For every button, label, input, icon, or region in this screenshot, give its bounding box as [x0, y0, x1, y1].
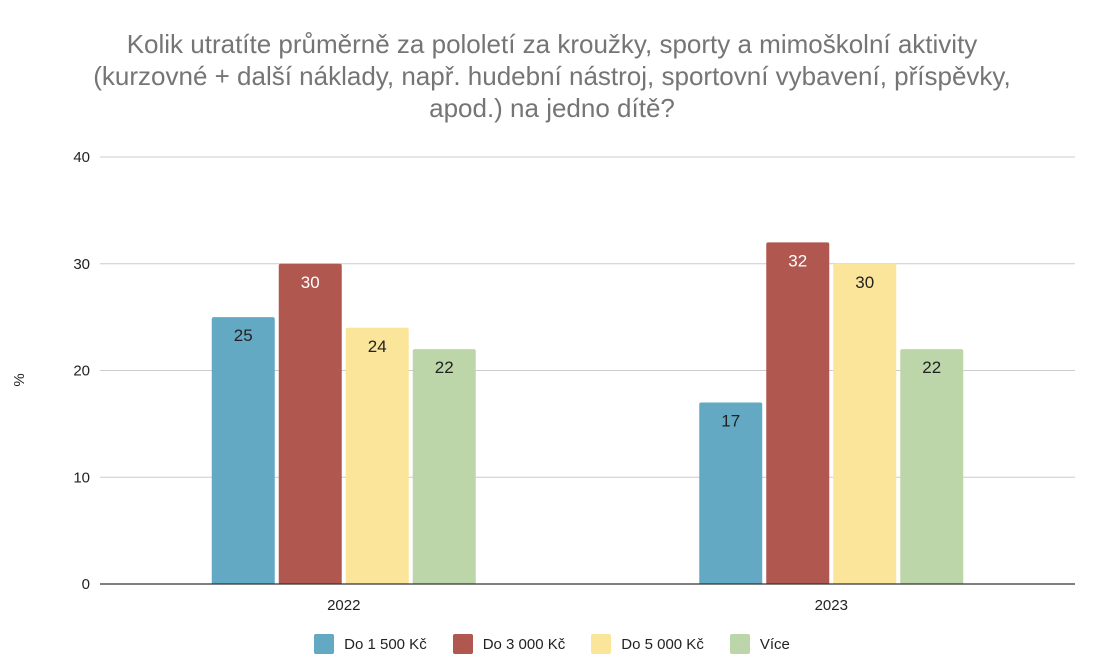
legend-item: Do 1 500 Kč	[314, 634, 427, 654]
data-label: 22	[922, 358, 941, 377]
legend-swatch	[729, 634, 750, 654]
bars	[211, 242, 964, 584]
bar	[766, 242, 830, 584]
bar	[699, 402, 763, 584]
x-tick-label: 2023	[815, 597, 848, 614]
bar	[900, 349, 964, 584]
bar	[412, 349, 476, 584]
data-labels: 25 30 24 22 17 32 30 22	[234, 251, 941, 430]
legend-item: Více	[729, 634, 790, 654]
legend-label: Do 3 000 Kč	[482, 635, 566, 653]
legend-label: Do 1 500 Kč	[344, 635, 427, 653]
data-label: 25	[234, 326, 253, 345]
data-label: 17	[721, 412, 740, 431]
legend-label: Do 5 000 Kč	[621, 635, 704, 653]
y-tick-label: 30	[73, 256, 90, 273]
y-tick-label: 0	[82, 576, 90, 593]
bar	[833, 263, 897, 584]
chart-title: Kolik utratíte průměrně za pololetí za k…	[0, 28, 1104, 124]
x-tick-label: 2022	[327, 597, 360, 614]
data-label: 30	[301, 273, 320, 292]
y-tick-label: 40	[73, 149, 90, 166]
legend-swatch	[314, 634, 335, 654]
chart-legend: Do 1 500 Kč Do 3 000 Kč Do 5 000 Kč Více	[0, 634, 1104, 654]
chart-title-line-2: (kurzovné + další náklady, např. hudební…	[93, 61, 1011, 91]
data-label: 24	[368, 337, 387, 356]
data-label: 30	[855, 273, 874, 292]
legend-item: Do 5 000 Kč	[591, 634, 704, 654]
legend-swatch	[591, 634, 612, 654]
legend-swatch	[452, 634, 473, 654]
chart-title-line-1: Kolik utratíte průměrně za pololetí za k…	[126, 29, 978, 59]
data-label: 32	[788, 251, 807, 270]
chart-title-line-3: apod.) na jedno dítě?	[429, 93, 675, 123]
bar	[278, 263, 342, 584]
axes: 0 10 20 30 40 2022 2023	[73, 149, 1075, 614]
bar	[211, 317, 275, 584]
data-label: 22	[435, 358, 454, 377]
y-tick-label: 20	[73, 363, 90, 380]
y-tick-label: 10	[73, 469, 90, 486]
legend-item: Do 3 000 Kč	[452, 634, 566, 654]
bar	[345, 327, 409, 584]
legend-label: Více	[759, 635, 790, 653]
y-axis-label: %	[11, 373, 28, 386]
